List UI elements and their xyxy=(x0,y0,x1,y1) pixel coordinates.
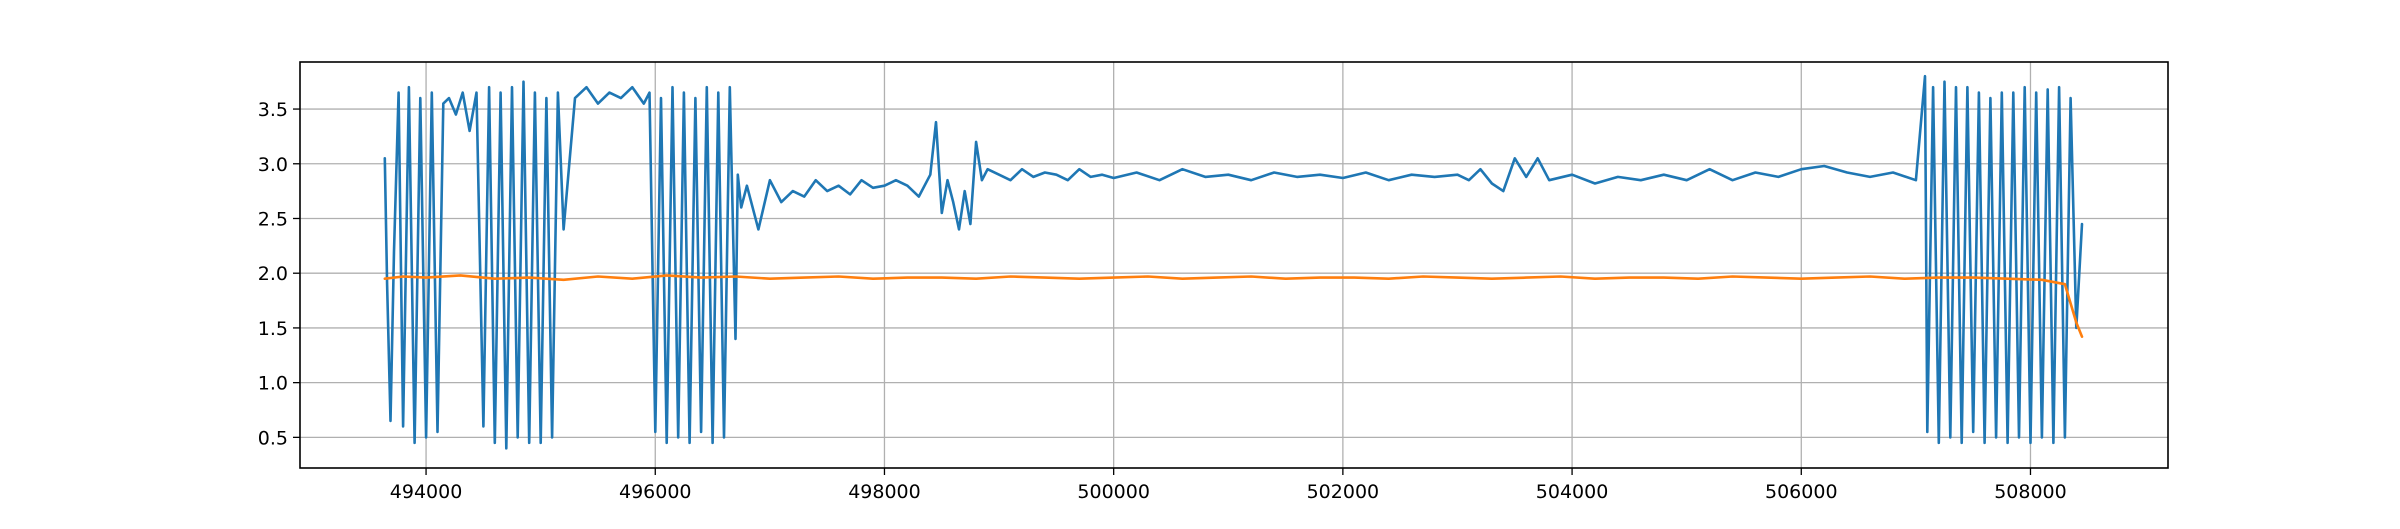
y-tick-label: 3.5 xyxy=(258,99,288,121)
series-group xyxy=(383,74,2084,450)
y-tick-label: 2.5 xyxy=(258,208,288,230)
x-tick-label: 494000 xyxy=(390,481,463,503)
series-line-2 xyxy=(383,274,2084,339)
x-tick-label: 498000 xyxy=(848,481,921,503)
y-tick-label: 2.0 xyxy=(258,263,288,285)
y-tick-label: 1.5 xyxy=(258,318,288,340)
x-tick-label: 502000 xyxy=(1307,481,1380,503)
axes: 494000 496000 498000 500000 502000 504000 5060… xyxy=(258,99,2067,503)
x-tick-label: 506000 xyxy=(1765,481,1838,503)
y-tick-label: 1.0 xyxy=(258,373,288,395)
x-tick-label: 500000 xyxy=(1077,481,1150,503)
x-tick-label: 504000 xyxy=(1536,481,1609,503)
y-tick-label: 0.5 xyxy=(258,427,288,449)
grid xyxy=(300,62,2168,468)
y-tick-label: 3.0 xyxy=(258,154,288,176)
x-tick-label: 508000 xyxy=(1994,481,2067,503)
plot-frame xyxy=(299,61,2169,469)
series-line-1 xyxy=(383,74,2084,450)
x-tick-label: 496000 xyxy=(619,481,692,503)
